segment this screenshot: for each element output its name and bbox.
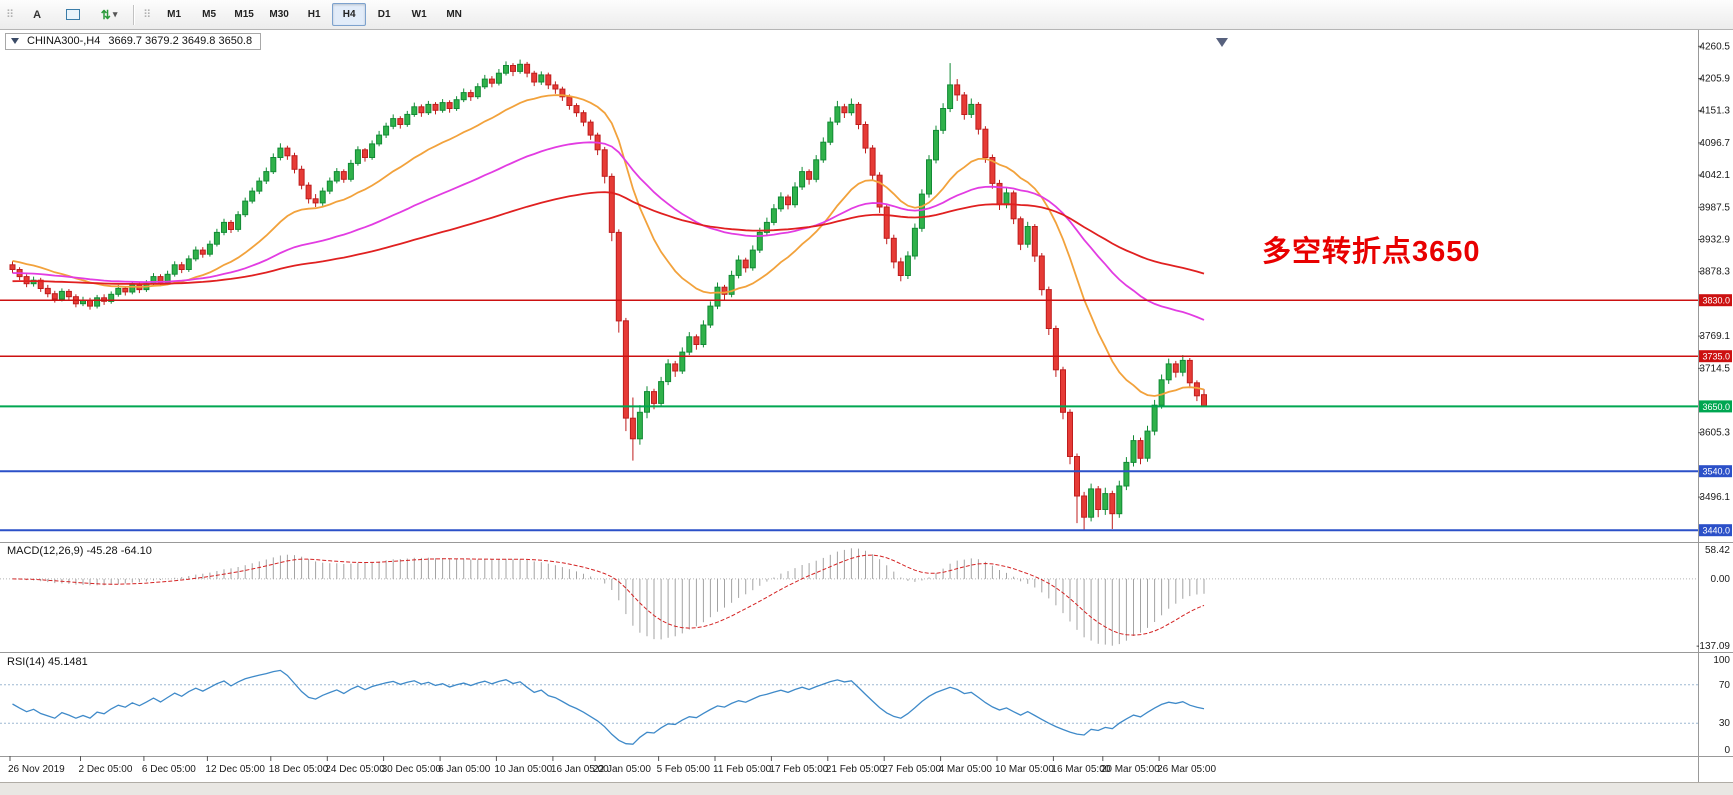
svg-text:58.42: 58.42	[1705, 545, 1730, 556]
tab-timeframe-m5[interactable]: M5	[202, 9, 217, 20]
svg-text:4205.9: 4205.9	[1699, 74, 1730, 85]
chart-ohlc-values: 3669.7 3679.2 3649.8 3650.8	[108, 35, 253, 47]
tab-timeframe-m1[interactable]: M1	[167, 9, 182, 20]
svg-text:30 Dec 05:00: 30 Dec 05:00	[382, 764, 442, 775]
cycle-arrows-icon: ⇅	[100, 7, 111, 22]
svg-text:3769.1: 3769.1	[1699, 331, 1730, 342]
svg-text:3878.3: 3878.3	[1699, 267, 1730, 278]
svg-text:11 Feb 05:00: 11 Feb 05:00	[713, 764, 772, 775]
svg-text:70: 70	[1719, 680, 1731, 691]
macd-indicator-label: MACD(12,26,9) -45.28 -64.10	[7, 545, 152, 557]
svg-text:30: 30	[1719, 718, 1731, 729]
svg-text:3650.0: 3650.0	[1702, 402, 1730, 412]
svg-text:16 Mar 05:00: 16 Mar 05:00	[1051, 764, 1110, 775]
svg-text:21 Feb 05:00: 21 Feb 05:00	[826, 764, 885, 775]
timeframe-toolbar: M1 M5 M15 M30 H1 H4 D1 W1 MN	[157, 3, 471, 26]
svg-text:4096.7: 4096.7	[1699, 138, 1730, 149]
svg-text:3540.0: 3540.0	[1702, 467, 1730, 477]
dropdown-caret-icon: ▾	[112, 9, 118, 19]
date-axis[interactable]: 26 Nov 2019 2 Dec 05:00 6 Dec 05:00 12 Dec …	[8, 756, 1216, 775]
one-click-trading-toggle-icon[interactable]	[11, 38, 19, 44]
rectangle-icon	[66, 9, 81, 20]
svg-text:-137.09: -137.09	[1696, 641, 1730, 652]
tab-timeframe-h4[interactable]: H4	[332, 3, 367, 26]
tab-timeframe-d1[interactable]: D1	[377, 9, 391, 20]
svg-text:3714.5: 3714.5	[1699, 363, 1730, 374]
svg-text:3735.0: 3735.0	[1702, 352, 1730, 362]
price-axis[interactable]: 4260.5 4205.9 4151.3 4096.7 4042.1 3987.5 3932…	[1698, 41, 1730, 503]
chart-canvas[interactable]: 3830.0 3735.0 3650.0 3540.0 3440.0 4260.5 4205…	[0, 30, 1733, 782]
price-level-lines[interactable]: 3830.0 3735.0 3650.0 3540.0 3440.0	[0, 294, 1732, 537]
svg-text:4151.3: 4151.3	[1699, 106, 1730, 117]
svg-text:3932.9: 3932.9	[1699, 235, 1730, 246]
status-strip	[0, 782, 1733, 795]
svg-text:26 Nov 2019: 26 Nov 2019	[8, 764, 65, 775]
ma-line-60	[12, 141, 1205, 321]
svg-text:10 Jan 05:00: 10 Jan 05:00	[494, 764, 552, 775]
svg-text:0: 0	[1724, 745, 1730, 756]
svg-text:6 Dec 05:00: 6 Dec 05:00	[142, 764, 196, 775]
svg-text:4260.5: 4260.5	[1699, 41, 1730, 52]
svg-text:10 Mar 05:00: 10 Mar 05:00	[995, 764, 1054, 775]
svg-text:27 Feb 05:00: 27 Feb 05:00	[882, 764, 941, 775]
svg-text:4 Mar 05:00: 4 Mar 05:00	[939, 764, 993, 775]
svg-text:2 Dec 05:00: 2 Dec 05:00	[79, 764, 133, 775]
toolbar-grip-handle[interactable]: ⠿	[143, 9, 152, 21]
chart-symbol-label: CHINA300-,H4	[27, 35, 101, 47]
svg-text:100: 100	[1713, 655, 1730, 666]
svg-text:18 Dec 05:00: 18 Dec 05:00	[269, 764, 329, 775]
ma-line-130	[12, 191, 1205, 285]
svg-text:3987.5: 3987.5	[1699, 202, 1730, 213]
chart-object-button[interactable]	[56, 3, 90, 26]
cycle-symbols-button[interactable]: ⇅ ▾	[92, 3, 126, 26]
svg-text:3605.3: 3605.3	[1699, 428, 1730, 439]
chart-area: 3830.0 3735.0 3650.0 3540.0 3440.0 4260.5 4205…	[0, 30, 1733, 782]
ma-line-22	[12, 94, 1205, 397]
candles-layer	[9, 59, 1207, 531]
tab-timeframe-m30[interactable]: M30	[269, 9, 289, 20]
tab-timeframe-h1[interactable]: H1	[307, 9, 321, 20]
svg-text:26 Mar 05:00: 26 Mar 05:00	[1157, 764, 1216, 775]
svg-text:0.00: 0.00	[1711, 574, 1731, 585]
svg-text:6 Jan 05:00: 6 Jan 05:00	[438, 764, 491, 775]
svg-text:22 Jan 05:00: 22 Jan 05:00	[593, 764, 651, 775]
rsi-line	[12, 669, 1205, 745]
chart-shift-marker-icon[interactable]	[1216, 38, 1228, 47]
chart-symbol-info: CHINA300-,H4 3669.7 3679.2 3649.8 3650.8	[5, 33, 262, 50]
toolbar-separator	[133, 4, 136, 25]
tab-timeframe-w1[interactable]: W1	[411, 9, 427, 20]
rsi-pane: 100 70 30 0	[0, 655, 1730, 756]
toolbar-grip-handle[interactable]: ⠿	[6, 9, 15, 21]
svg-text:16 Jan 05:00: 16 Jan 05:00	[551, 764, 609, 775]
tab-timeframe-m15[interactable]: M15	[234, 9, 254, 20]
tab-timeframe-mn[interactable]: MN	[446, 9, 462, 20]
moving-averages	[12, 94, 1205, 397]
svg-text:17 Feb 05:00: 17 Feb 05:00	[769, 764, 828, 775]
pane-dividers	[0, 30, 1733, 782]
svg-text:3440.0: 3440.0	[1702, 526, 1730, 536]
svg-text:3830.0: 3830.0	[1702, 296, 1730, 306]
svg-text:4042.1: 4042.1	[1699, 170, 1730, 181]
svg-text:3496.1: 3496.1	[1699, 492, 1730, 503]
svg-text:20 Mar 05:00: 20 Mar 05:00	[1101, 764, 1160, 775]
rsi-indicator-label: RSI(14) 45.1481	[7, 656, 88, 668]
chart-annotation-text[interactable]: 多空转折点3650	[1262, 236, 1481, 268]
svg-text:24 Dec 05:00: 24 Dec 05:00	[325, 764, 385, 775]
macd-pane: 58.42 0.00 -137.09	[0, 545, 1730, 652]
macd-signal-line	[12, 554, 1205, 636]
svg-text:5 Feb 05:00: 5 Feb 05:00	[657, 764, 711, 775]
annotate-text-button[interactable]: A	[33, 8, 42, 21]
svg-text:12 Dec 05:00: 12 Dec 05:00	[205, 764, 265, 775]
toolbar: ⠿ A ⇅ ▾ ⠿ M1 M5 M15 M30 H1 H4 D1 W1 MN	[0, 0, 1733, 30]
